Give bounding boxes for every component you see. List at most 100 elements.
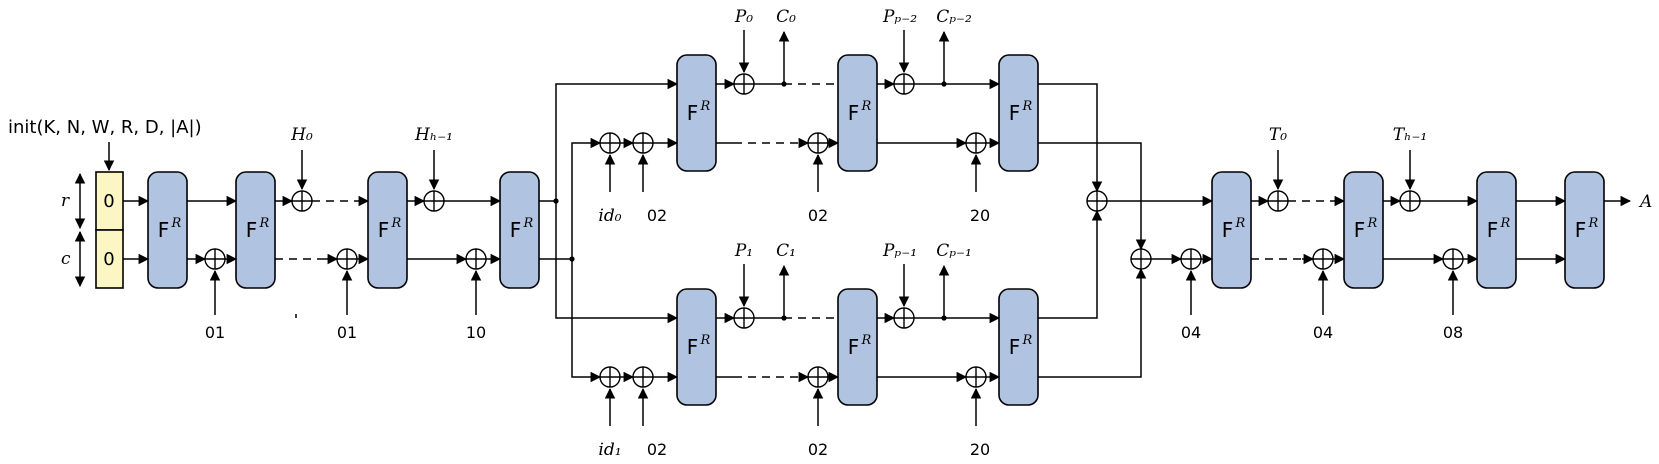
- branch-id-bottom: id₁: [598, 440, 621, 460]
- f-block-rounds: R: [1588, 216, 1599, 231]
- f-block-label: F: [1575, 218, 1587, 242]
- init-capacity-cell: [95, 229, 124, 289]
- f-block-rounds: R: [1367, 216, 1378, 231]
- f-block-label: F: [1009, 335, 1021, 359]
- top-const-1: 02: [647, 206, 667, 225]
- xor-g3: [1442, 248, 1464, 270]
- branch-id-top: id₀: [598, 206, 621, 226]
- xor-c1: [204, 248, 226, 270]
- f-block-label: F: [1009, 101, 1021, 125]
- vertical-arrows: [209, 30, 1459, 426]
- f-block-rounds: R: [171, 216, 182, 231]
- f-block-label: F: [1487, 218, 1499, 242]
- f-block-rounds: R: [700, 99, 711, 114]
- init-rate-zero: 0: [103, 191, 114, 212]
- f-block-label: F: [848, 335, 860, 359]
- top-const-3: 20: [970, 206, 990, 225]
- tag-const-1: 04: [1181, 323, 1201, 342]
- f-block-rounds: R: [861, 333, 872, 348]
- init-capacity-zero: 0: [103, 249, 114, 270]
- f-block-rounds: R: [1235, 216, 1246, 231]
- f-block-rounds: R: [259, 216, 270, 231]
- output-label: A: [1638, 192, 1652, 212]
- ciphertext-cp2: Cₚ₋₂: [936, 7, 972, 27]
- xor-t-k3: [965, 132, 987, 154]
- xor-c3: [465, 248, 487, 270]
- plaintext-p0: P₀: [734, 7, 753, 27]
- f-block-label: F: [848, 101, 860, 125]
- xor-t-id: [599, 132, 621, 154]
- f-block-rounds: R: [1022, 333, 1033, 348]
- xor-g1: [1180, 248, 1202, 270]
- xor-t0: [1267, 190, 1289, 212]
- bottom-const-2: 02: [808, 440, 828, 459]
- header-const-3: 10: [466, 323, 486, 342]
- f-block-rounds: R: [523, 216, 534, 231]
- f-block-rounds: R: [861, 99, 872, 114]
- xor-m-r: [1086, 190, 1108, 212]
- f-block-label: F: [510, 218, 522, 242]
- f-block-label: F: [246, 218, 258, 242]
- xor-th: [1399, 190, 1421, 212]
- xor-b-pp: [893, 307, 915, 329]
- header-input-first: H₀: [290, 125, 313, 145]
- top-const-2: 02: [808, 206, 828, 225]
- ciphertext-c0: C₀: [776, 7, 796, 27]
- plaintext-pp1: Pₚ₋₁: [882, 241, 917, 261]
- f-block-label: F: [158, 218, 170, 242]
- f-block-rounds: R: [1022, 99, 1033, 114]
- f-block-rounds: R: [700, 333, 711, 348]
- plaintext-p1: P₁: [734, 241, 753, 261]
- tag-input-first: T₀: [1269, 125, 1287, 145]
- wires: [123, 78, 1632, 383]
- xor-t-k1: [632, 132, 654, 154]
- xor-t-pp: [893, 73, 915, 95]
- xor-c2: [336, 248, 358, 270]
- xor-h0: [291, 190, 313, 212]
- f-block-label: F: [378, 218, 390, 242]
- xor-b-k3: [965, 366, 987, 388]
- rate-label: r: [61, 191, 70, 211]
- xor-b-p1: [733, 307, 755, 329]
- tag-const-3: 08: [1443, 323, 1463, 342]
- junction-dots: [553, 81, 947, 321]
- f-block-label: F: [1354, 218, 1366, 242]
- xor-t-k2: [807, 132, 829, 154]
- xor-b-k2: [807, 366, 829, 388]
- header-input-last: Hₕ₋₁: [414, 125, 453, 145]
- plaintext-pp2: Pₚ₋₂: [882, 7, 917, 27]
- f-block-label: F: [687, 335, 699, 359]
- ciphertext-c1: C₁: [776, 241, 796, 261]
- tag-input-last: Tₕ₋₁: [1393, 125, 1427, 145]
- f-block-label: F: [1222, 218, 1234, 242]
- header-const-2: 01: [337, 323, 357, 342]
- bottom-const-1: 02: [647, 440, 667, 459]
- ciphertext-cp1: Cₚ₋₁: [936, 241, 972, 261]
- f-block-rounds: R: [391, 216, 402, 231]
- header-const-1: 01: [205, 323, 225, 342]
- xor-b-id: [599, 366, 621, 388]
- capacity-label: c: [61, 249, 71, 269]
- init-label: init(K, N, W, R, D, |A|): [8, 117, 202, 138]
- xor-t-p0: [733, 73, 755, 95]
- xor-m-c: [1130, 248, 1152, 270]
- f-block-rounds: R: [1500, 216, 1511, 231]
- bottom-const-3: 20: [970, 440, 990, 459]
- xor-g2: [1312, 248, 1334, 270]
- xor-b-k1: [632, 366, 654, 388]
- f-block-label: F: [687, 101, 699, 125]
